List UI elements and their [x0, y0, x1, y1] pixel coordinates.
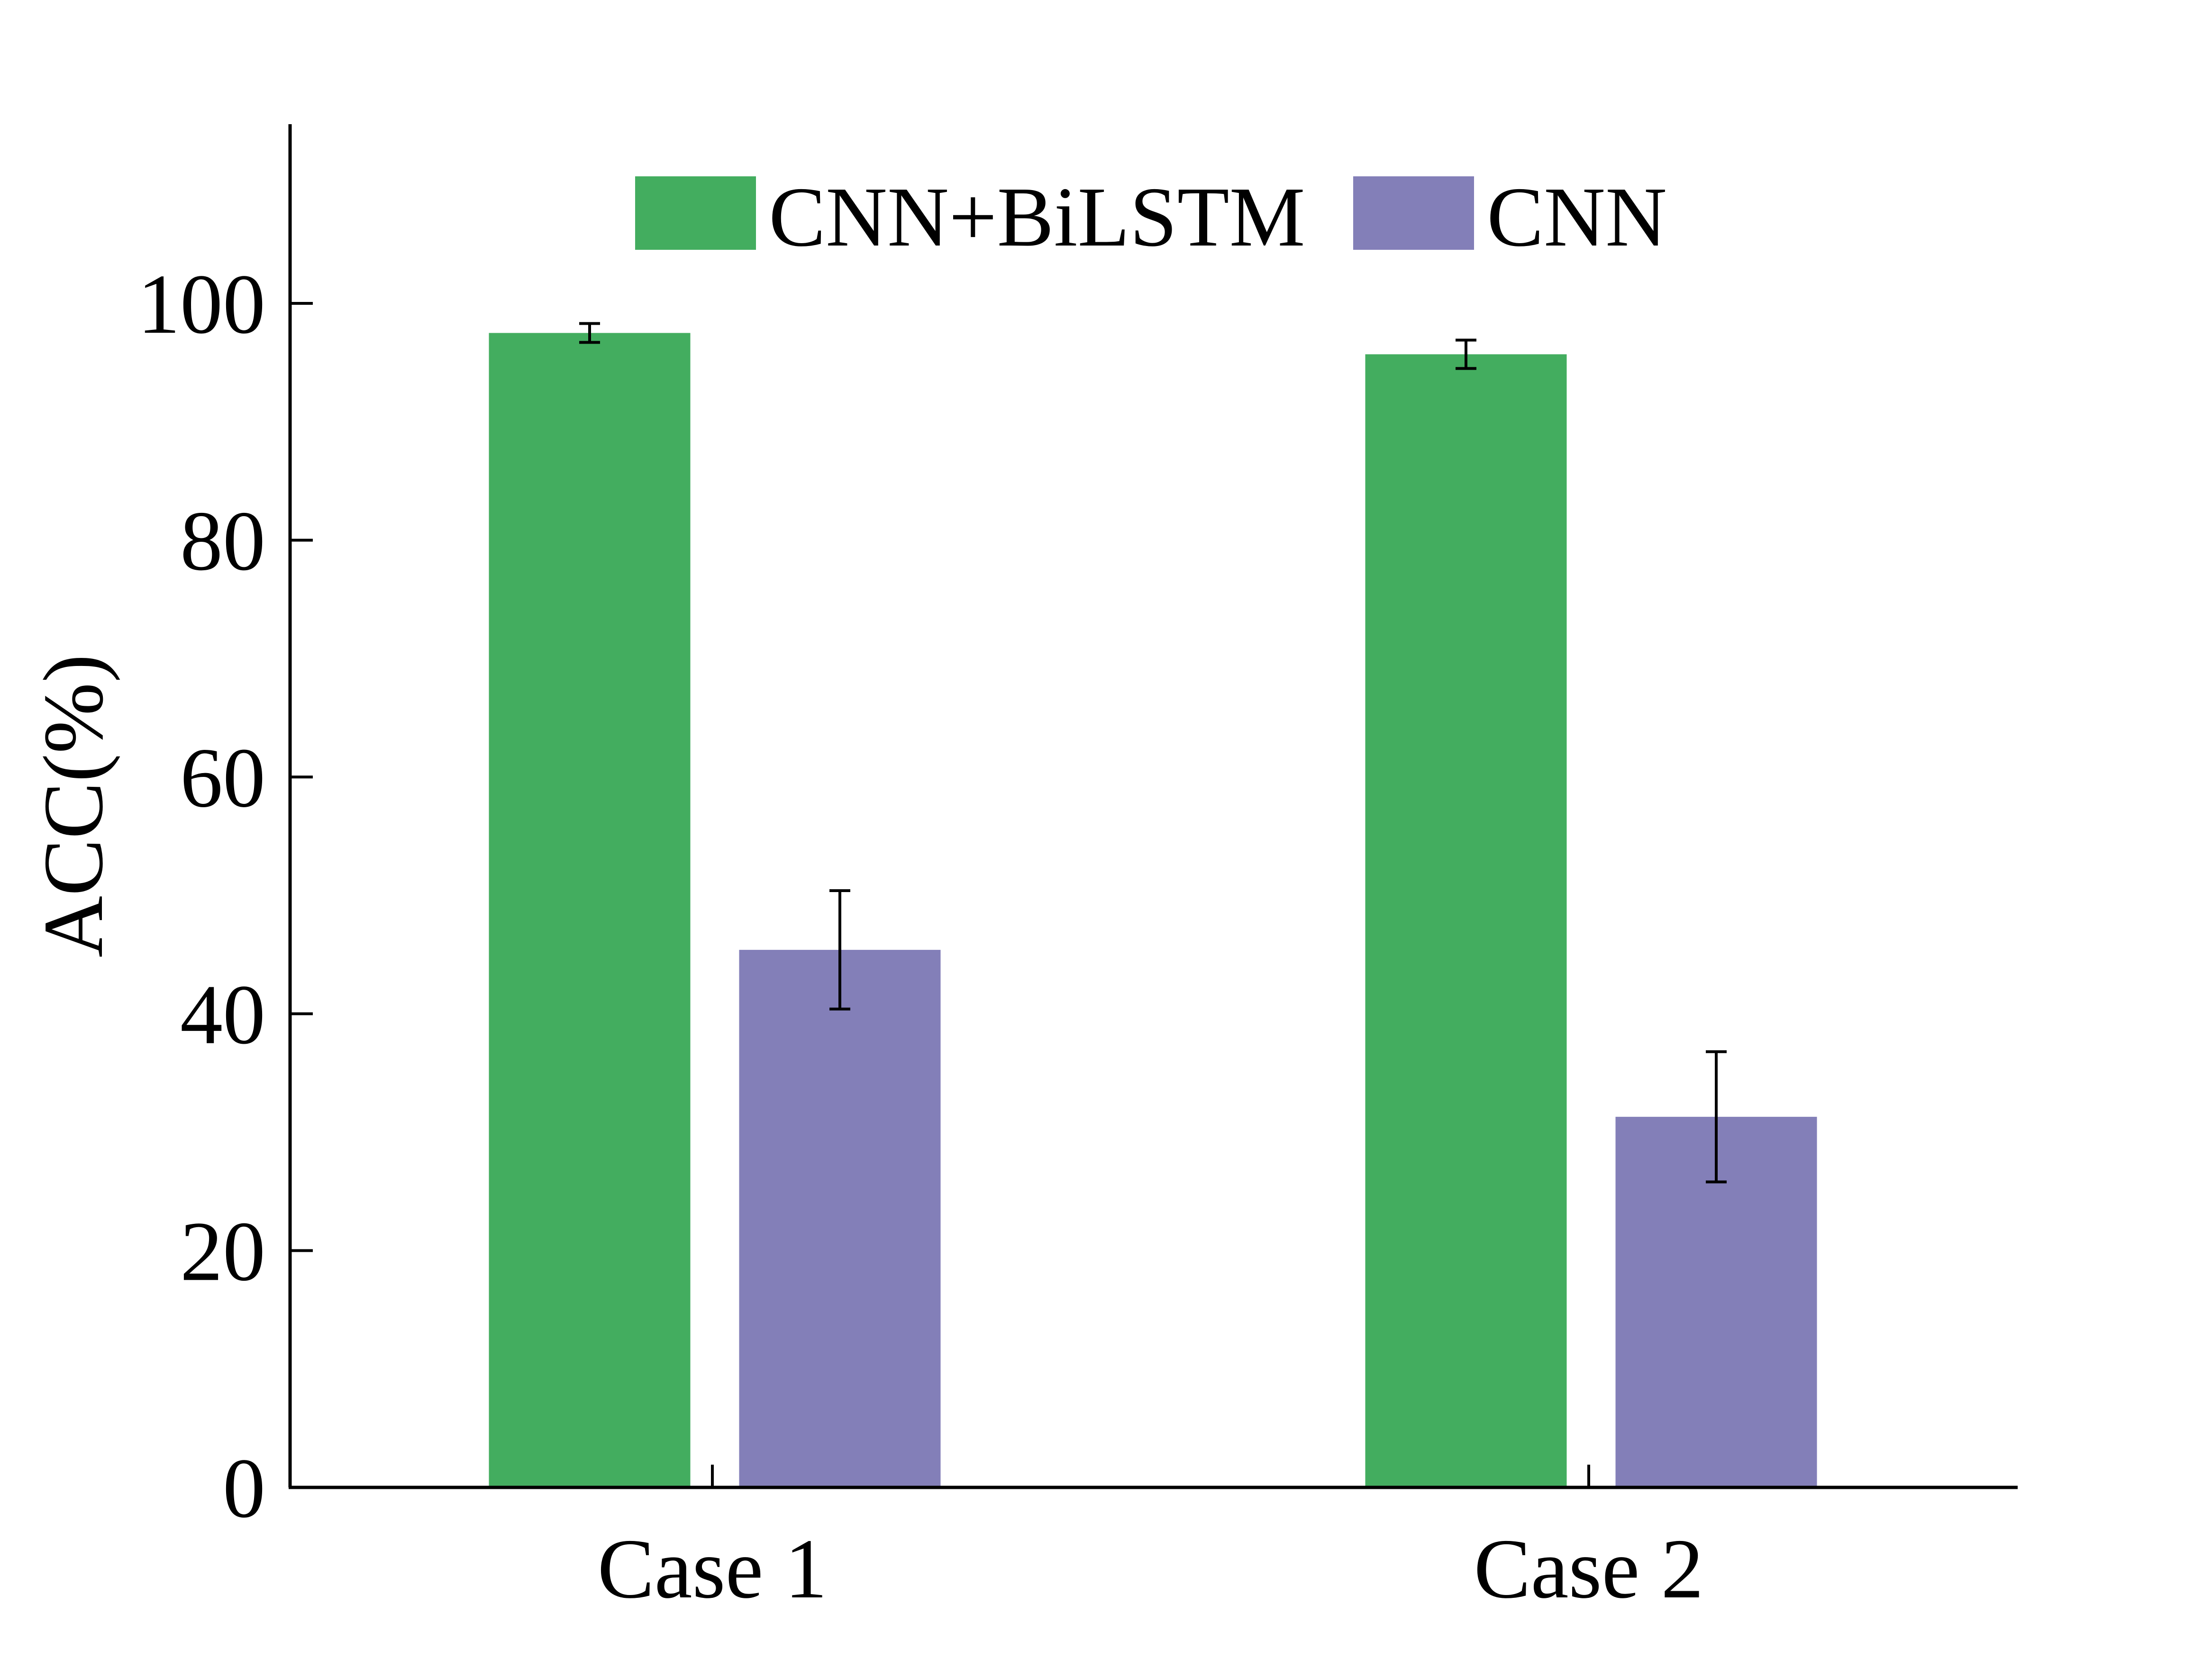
- bar-cnn-case-1: [739, 949, 941, 1487]
- x-tick-label: Case 2: [1474, 1522, 1704, 1616]
- error-bar-cnn-case-1: [829, 889, 850, 1011]
- error-bar-cnn-bilstm-case-2: [1456, 338, 1476, 370]
- y-tick-label: 40: [180, 967, 265, 1062]
- bars: [489, 333, 1817, 1488]
- x-tick-label: Case 1: [598, 1522, 828, 1616]
- y-tick-label: 20: [180, 1204, 265, 1298]
- y-tick-label: 100: [137, 257, 265, 351]
- legend-swatch: [635, 176, 756, 250]
- legend: CNN+BiLSTM CNN: [635, 170, 1667, 264]
- y-axis-title: ACC(%): [26, 654, 120, 957]
- legend-label: CNN+BiLSTM: [769, 170, 1305, 264]
- error-bars: [579, 322, 1727, 1184]
- error-bar-cnn-case-2: [1706, 1050, 1727, 1184]
- legend-item: CNN: [1353, 170, 1667, 264]
- legend-label: CNN: [1487, 170, 1667, 264]
- x-ticks: Case 1 Case 2: [598, 1465, 1704, 1616]
- y-ticks: 0 20 40 60 80 100: [137, 257, 313, 1535]
- y-tick-label: 80: [180, 494, 265, 588]
- legend-item: CNN+BiLSTM: [635, 170, 1305, 264]
- y-tick-label: 0: [223, 1441, 265, 1535]
- y-tick-label: 60: [180, 730, 265, 825]
- bar-cnn-bilstm-case-1: [489, 333, 691, 1488]
- bar-cnn-bilstm-case-2: [1365, 354, 1567, 1487]
- legend-swatch: [1353, 176, 1474, 250]
- error-bar-cnn-bilstm-case-1: [579, 322, 600, 344]
